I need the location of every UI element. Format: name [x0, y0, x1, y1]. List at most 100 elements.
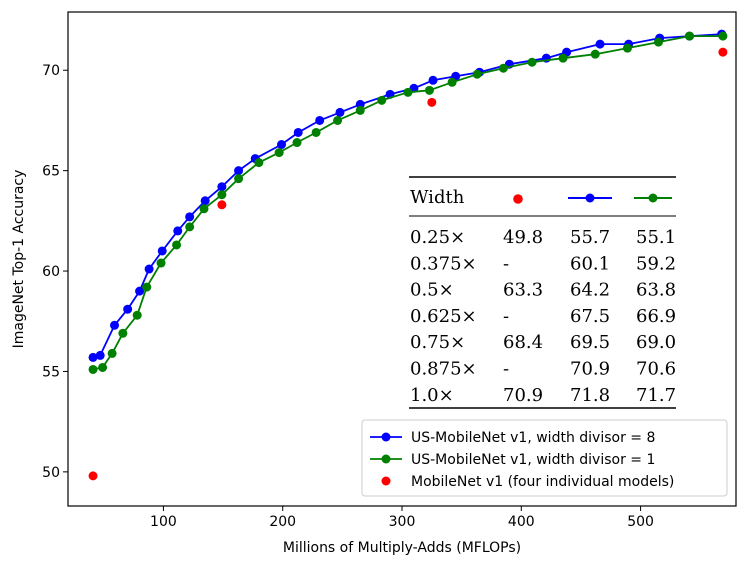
results-table: Width 0.25× 49.8 55.7 55.1 0.375× - 60.1 59.2 0.5… [409, 176, 676, 409]
series-1-point [217, 190, 227, 200]
table-cell-width: 0.75× [410, 332, 465, 353]
series-1-point [98, 362, 108, 372]
table-cell-mobilenet: - [503, 253, 509, 274]
table-cell-mobilenet: 49.8 [503, 227, 543, 248]
x-tick-label: 100 [150, 514, 177, 530]
y-axis-label: ImageNet Top-1 Accuracy [11, 170, 27, 349]
x-tick-label: 300 [389, 514, 416, 530]
series-1-point [498, 63, 508, 73]
series-0-point [135, 286, 145, 296]
series-1-point [254, 158, 264, 168]
series-2-point [427, 97, 437, 107]
series-1-point [447, 77, 457, 87]
series-2-point [718, 47, 728, 57]
table-header-divisor1-marker [648, 193, 658, 203]
series-2 [88, 47, 728, 481]
table-header-divisor8-marker [585, 193, 595, 203]
series-0-point [123, 304, 133, 314]
series-1-point [199, 204, 209, 214]
series-1-point [527, 57, 537, 67]
series-0-point [95, 350, 105, 360]
series-1-point [424, 85, 434, 95]
series-1-point [292, 138, 302, 148]
series-1-point [156, 258, 166, 268]
table-cell-divisor8: 67.5 [570, 306, 610, 327]
table-cell-mobilenet: 63.3 [503, 280, 543, 301]
y-tick-label: 70 [42, 63, 60, 79]
table-cell-divisor1: 59.2 [636, 253, 676, 274]
series-1-point [132, 310, 142, 320]
table-cell-divisor1: 66.9 [636, 306, 676, 327]
series-0-point [234, 166, 244, 176]
table-cell-divisor1: 63.8 [636, 280, 676, 301]
table-cell-divisor1: 69.0 [636, 332, 676, 353]
series-0-point [293, 127, 303, 137]
legend-label-1: US-MobileNet v1, width divisor = 1 [411, 452, 655, 468]
table-cell-mobilenet: - [503, 359, 509, 380]
series-0-point [173, 226, 183, 236]
series-0 [88, 29, 727, 362]
series-1-point [142, 282, 152, 292]
table-cell-width: 0.375× [410, 253, 477, 274]
table-cell-divisor8: 60.1 [570, 253, 610, 274]
series-1-point [234, 174, 244, 184]
series-1-point [472, 69, 482, 79]
table-cell-width: 0.5× [410, 280, 454, 301]
series-0-point [88, 352, 98, 362]
series-1-point [684, 31, 694, 41]
y-tick-label: 50 [42, 465, 60, 481]
table-cell-width: 1.0× [410, 385, 454, 406]
legend-label-0: US-MobileNet v1, width divisor = 8 [411, 430, 655, 446]
series-1-point [118, 328, 128, 338]
x-axis-label: Millions of Multiply-Adds (MFLOPs) [283, 540, 521, 556]
series-1-point [333, 115, 343, 125]
table-cell-divisor1: 55.1 [636, 227, 676, 248]
table-cell-divisor1: 70.6 [636, 359, 676, 380]
series-0-point [110, 320, 120, 330]
table-cell-mobilenet: 70.9 [503, 385, 543, 406]
series-1-point [403, 87, 413, 97]
series-0-point [157, 246, 167, 256]
series-1-point [172, 240, 182, 250]
y-tick-label: 65 [42, 164, 60, 180]
series-1-point [355, 105, 365, 115]
y-tick-label: 55 [42, 364, 60, 380]
ticks-layer: 100 200 300 400 500 50 55 60 65 70 [42, 63, 654, 530]
table-header-mobilenet-marker [513, 194, 523, 204]
table-header-width: Width [410, 187, 465, 208]
series-1-point [558, 53, 568, 63]
series-0-point [595, 39, 605, 49]
legend-marker-1 [381, 454, 391, 464]
table-cell-mobilenet: - [503, 306, 509, 327]
series-1-point [622, 43, 632, 53]
series-2-point [217, 200, 227, 210]
series-0-point [315, 115, 325, 125]
table-cell-width: 0.875× [410, 359, 477, 380]
table-cell-mobilenet: 68.4 [503, 332, 543, 353]
legend-label-2: MobileNet v1 (four individual models) [411, 474, 674, 490]
series-0-point [144, 264, 154, 274]
table-cell-divisor1: 71.7 [636, 385, 676, 406]
series-1-point [590, 49, 600, 59]
table-cell-divisor8: 71.8 [570, 385, 610, 406]
legend-marker-2 [381, 476, 391, 486]
series-1-point [274, 148, 284, 158]
series-0-point [200, 196, 210, 206]
series-1-point [185, 222, 195, 232]
table-cell-width: 0.25× [410, 227, 465, 248]
series-1-point [718, 31, 728, 41]
y-tick-label: 60 [42, 264, 60, 280]
series-0-point [428, 75, 438, 85]
series-2-point [88, 471, 98, 481]
table-cell-divisor8: 70.9 [570, 359, 610, 380]
legend: US-MobileNet v1, width divisor = 8 US-Mob… [361, 419, 728, 497]
series-0-point [335, 107, 345, 117]
legend-marker-0 [381, 432, 391, 442]
series-0-point [185, 212, 195, 222]
x-tick-label: 500 [627, 514, 654, 530]
table-cell-divisor8: 55.7 [570, 227, 610, 248]
series-1-point [377, 95, 387, 105]
series-1-point [311, 127, 321, 137]
series-1-point [653, 37, 663, 47]
